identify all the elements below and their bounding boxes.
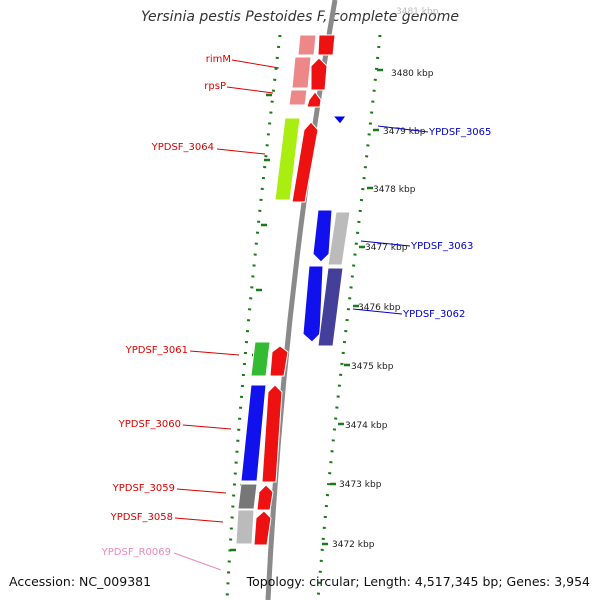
gene-arrow-YPDSF_3063[interactable] (312, 209, 333, 263)
scale-label-3475: 3475 kbp (351, 362, 394, 372)
leader-line-YPDSF_3061 (189, 350, 240, 356)
feature-block-YPDSF_3064-green[interactable] (274, 117, 301, 201)
accession-text: Accession: NC_009381 (9, 574, 152, 589)
leader-line-YPDSF_3064 (216, 148, 266, 155)
gene-arrow-YPDSF_3061[interactable] (269, 345, 289, 377)
scale-label-3472: 3472 kbp (332, 540, 375, 550)
gene-label-YPDSF_3064[interactable]: YPDSF_3064 (151, 142, 214, 153)
feature-block-YPDSF_3060-blue[interactable] (240, 384, 267, 482)
gene-label-YPDSF_3058[interactable]: YPDSF_3058 (110, 512, 173, 523)
leader-line-YPDSF_3063 (360, 240, 411, 247)
feature-block-YPDSF_3058-gray[interactable] (235, 509, 255, 545)
feature-block-rimM-pink-2[interactable] (291, 56, 312, 89)
scale-ring-left (225, 34, 282, 600)
gene-arrow-YPDSF_3059[interactable] (256, 484, 274, 511)
gene-label-rimM[interactable]: rimM (206, 54, 231, 65)
feature-block-YPDSF_3061-green[interactable] (250, 341, 271, 377)
gene-label-YPDSF_3063[interactable]: YPDSF_3063 (410, 241, 473, 252)
scale-label-3479: 3479 kbp (383, 127, 426, 137)
leader-line-YPDSF_3059 (176, 488, 227, 494)
gene-arrow-YPDSF_3065[interactable] (331, 115, 347, 125)
feature-block-YPDSF_3062-purple[interactable] (317, 267, 344, 347)
leader-line-rimM (231, 59, 280, 69)
gene-arrow-YPDSF_3060[interactable] (261, 384, 283, 483)
gene-label-YPDSF_3059[interactable]: YPDSF_3059 (112, 483, 175, 494)
forward-strand-genes (253, 34, 336, 546)
scale-label-3478: 3478 kbp (373, 185, 416, 195)
leader-line-YPDSF_R0069 (173, 552, 222, 571)
gene-label-YPDSF_3062[interactable]: YPDSF_3062 (402, 309, 465, 320)
gene-arrow-YPDSF_3064[interactable] (291, 121, 319, 203)
gene-label-YPDSF_3061[interactable]: YPDSF_3061 (125, 345, 188, 356)
scale-label-3473: 3473 kbp (339, 480, 382, 490)
gene-arrow-YPDSF_3062[interactable] (302, 265, 324, 343)
gene-arrow-YPDSF_3058[interactable] (253, 510, 272, 546)
feature-block-YPDSF_3063-gray[interactable] (327, 211, 351, 266)
scale-label-3476: 3476 kbp (358, 303, 401, 313)
leader-line-YPDSF_3062 (352, 308, 403, 315)
leader-line-YPDSF_3060 (182, 424, 232, 430)
leader-line-YPDSF_3065 (377, 125, 429, 133)
scale-label-3477: 3477 kbp (365, 243, 408, 253)
leader-line-rpsP (226, 86, 274, 94)
gene-label-rpsP[interactable]: rpsP (204, 81, 226, 92)
feature-block-YPDSF_3059-gray[interactable] (237, 483, 258, 510)
gene-label-YPDSF_R0069[interactable]: YPDSF_R0069 (101, 547, 171, 558)
gene-arrow-rimM-2[interactable] (310, 57, 328, 91)
leader-line-YPDSF_3058 (174, 517, 224, 523)
gene-label-YPDSF_3065[interactable]: YPDSF_3065 (428, 127, 491, 138)
gene-label-YPDSF_3060[interactable]: YPDSF_3060 (118, 419, 181, 430)
genome-stats-text: Topology: circular; Length: 4,517,345 bp… (246, 574, 590, 589)
feature-block-rpsP-pink[interactable] (288, 89, 308, 106)
reverse-strand-genes (302, 115, 347, 343)
scale-label-3480: 3480 kbp (391, 69, 434, 79)
gene-arrow-rimM[interactable] (317, 34, 336, 56)
scale-label-3481: 3481 kbp (396, 7, 439, 17)
map-title: Yersinia pestis Pestoides F, complete ge… (141, 9, 459, 25)
scale-label-3474: 3474 kbp (345, 421, 388, 431)
feature-block-rimM-pink[interactable] (297, 34, 317, 56)
feature-boxes (235, 34, 351, 545)
gene-arrow-rpsP[interactable] (306, 91, 322, 108)
